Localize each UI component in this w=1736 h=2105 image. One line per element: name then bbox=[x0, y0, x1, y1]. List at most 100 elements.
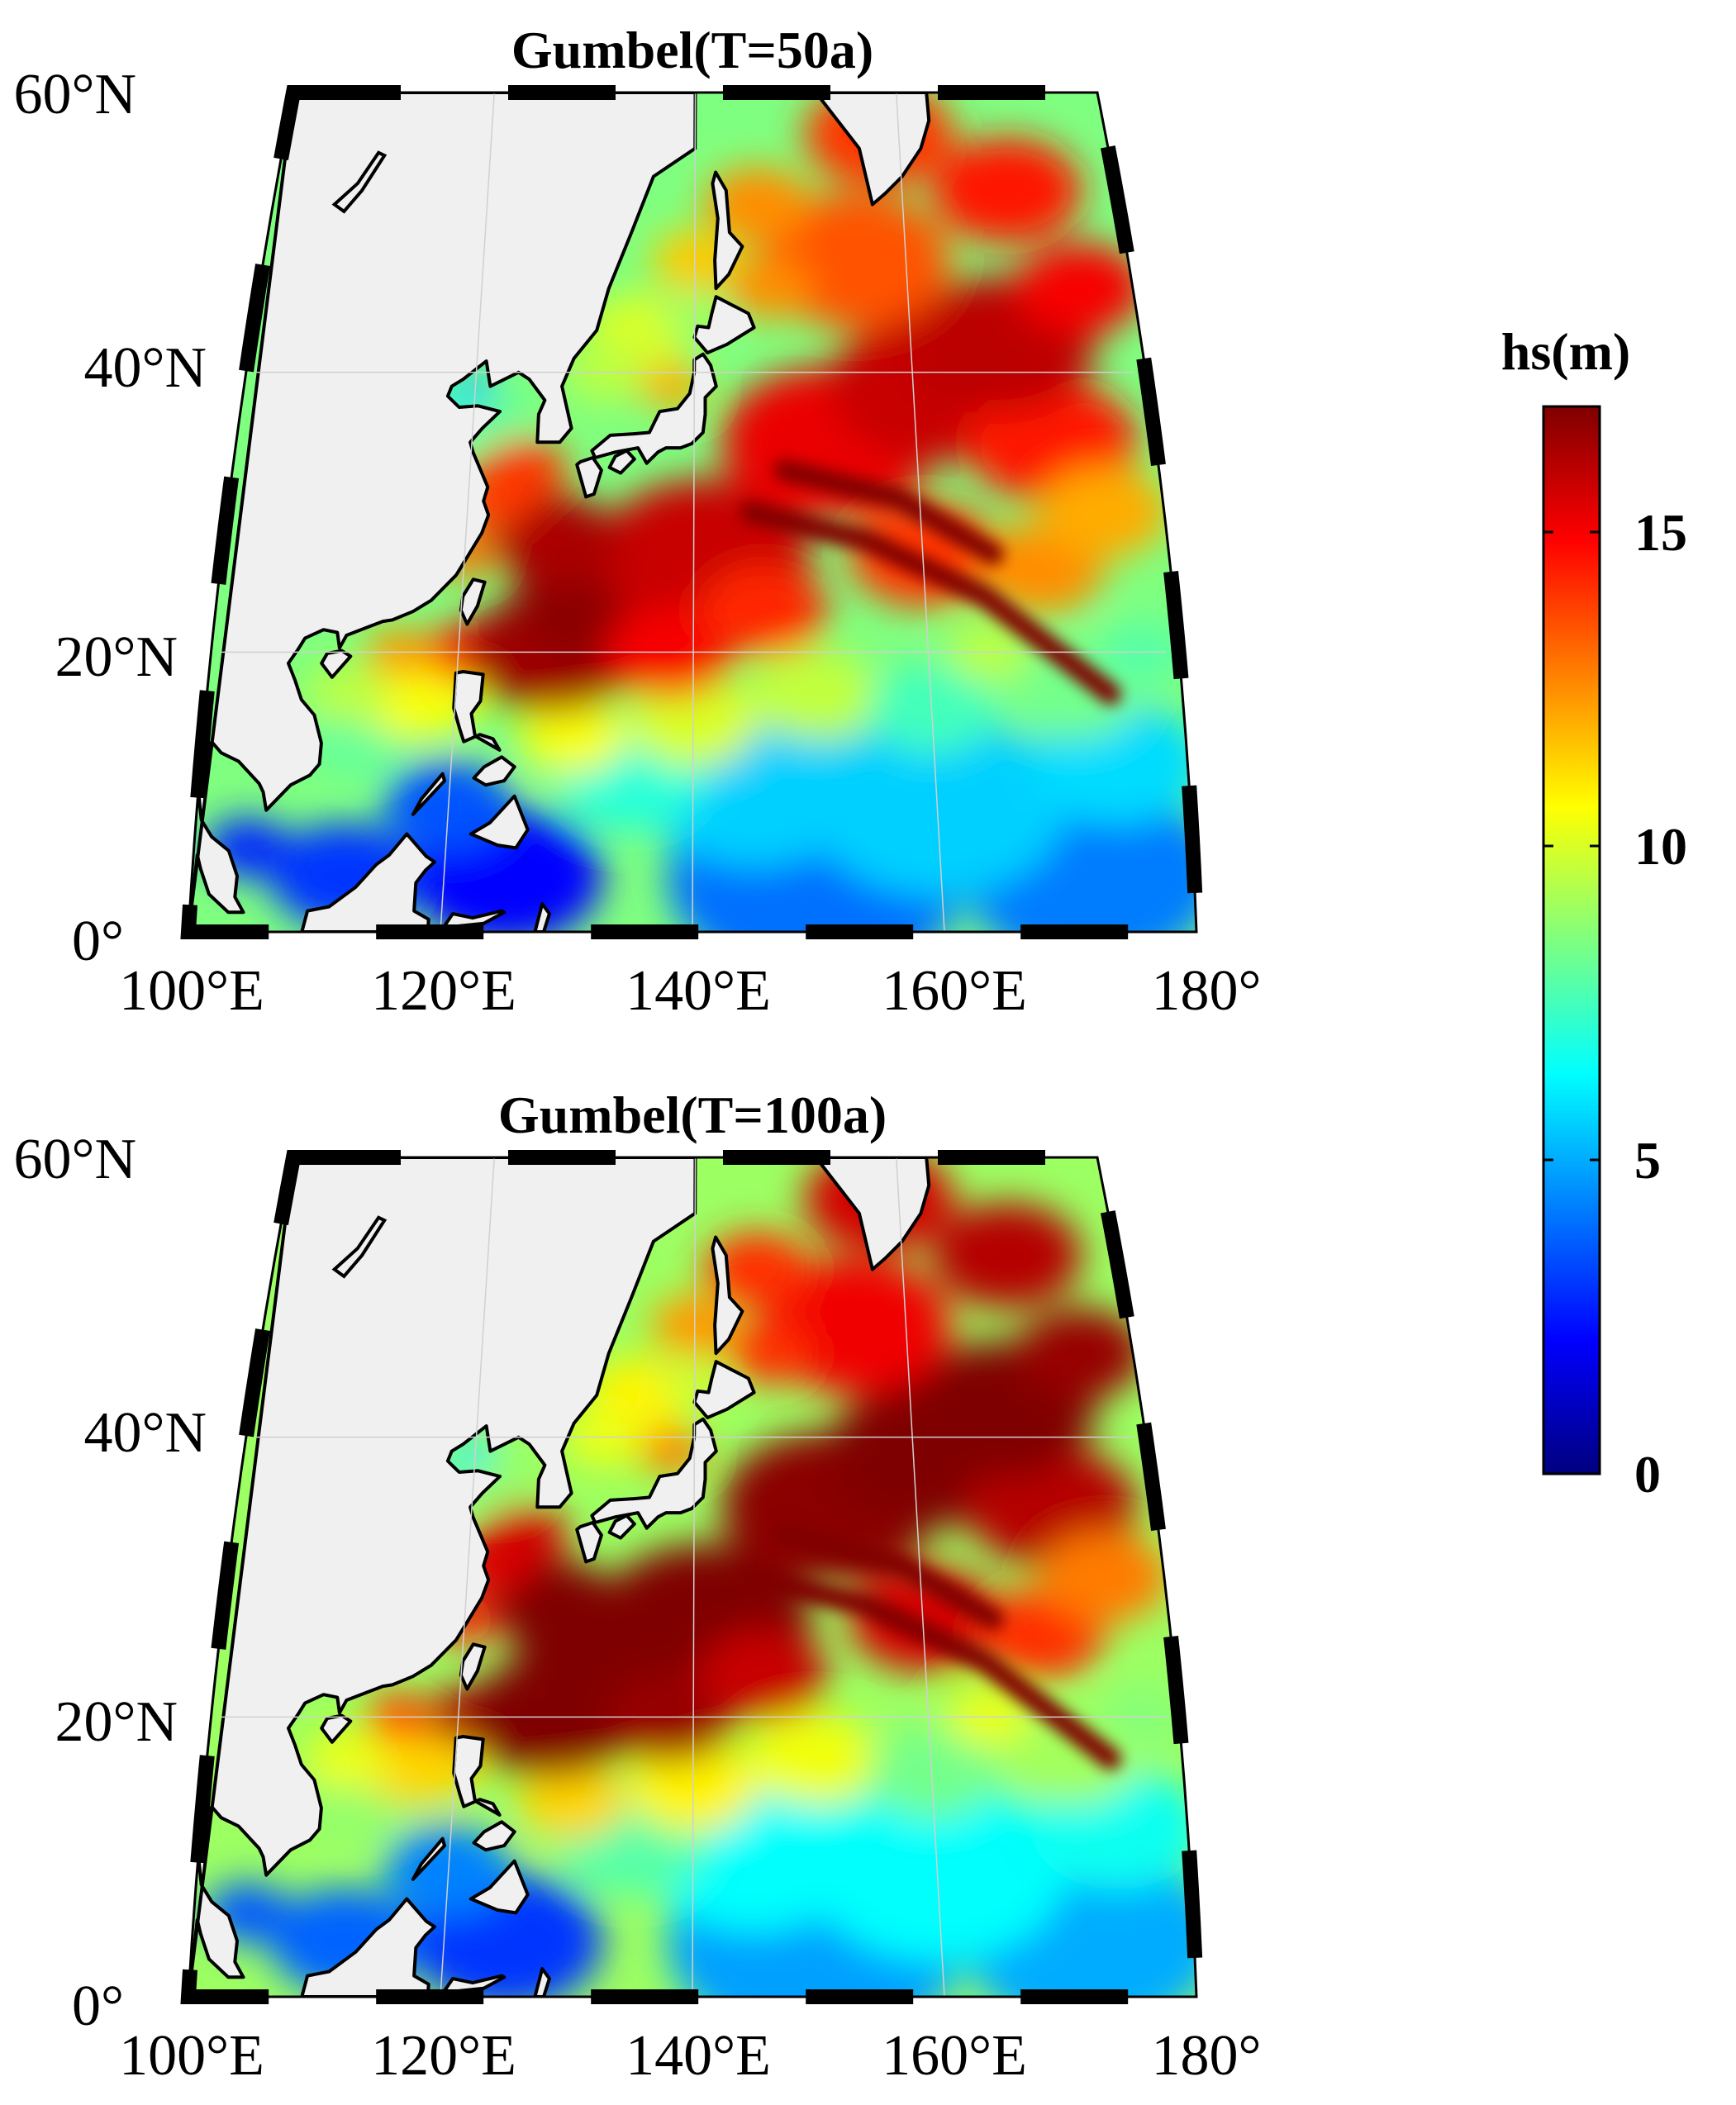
coastline bbox=[452, 1735, 502, 1817]
hs-contour-patch bbox=[492, 1560, 621, 1651]
hs-streak bbox=[773, 1524, 1004, 1630]
map-panel-50a: Gumbel(T=50a) 60°N 40°N 20°N 0° 100°E 12… bbox=[13, 21, 1261, 1023]
colorbar-tick-label: 5 bbox=[1634, 1131, 1661, 1190]
coastline bbox=[411, 1837, 446, 1881]
hs-streak bbox=[773, 459, 1004, 565]
lat-label-0: 0° bbox=[72, 910, 124, 973]
hs-contour-patch bbox=[748, 649, 878, 739]
lat-label-20n: 20°N bbox=[55, 1690, 178, 1754]
coastline bbox=[575, 1521, 603, 1564]
map-area bbox=[188, 1157, 1196, 1997]
coastline bbox=[468, 1859, 530, 1915]
hs-contour-patch bbox=[932, 1202, 1082, 1309]
hs-contour-patch bbox=[748, 1713, 878, 1805]
coastline bbox=[320, 1713, 353, 1744]
lat-label-60n: 60°N bbox=[13, 63, 136, 126]
hs-contour-patch bbox=[304, 663, 391, 725]
coastline bbox=[411, 772, 446, 816]
hs-contour-patch bbox=[1015, 1308, 1145, 1399]
coastline bbox=[459, 1642, 487, 1691]
lon-label-160e: 160°E bbox=[882, 2024, 1027, 2088]
coastline bbox=[692, 295, 756, 354]
graticule bbox=[221, 93, 1166, 932]
coastline bbox=[300, 1897, 436, 1997]
coastline bbox=[692, 1360, 756, 1419]
graticule-lon bbox=[896, 1157, 945, 1997]
hs-contour-patch bbox=[519, 1763, 626, 1839]
lon-label-100e: 100°E bbox=[119, 2024, 264, 2088]
colorbar-tick-label: 0 bbox=[1634, 1445, 1661, 1504]
graticule-lon bbox=[440, 1157, 495, 1997]
lake-outline bbox=[331, 150, 388, 214]
coastline bbox=[607, 449, 636, 475]
hs-contour-patch bbox=[1015, 243, 1145, 334]
lat-label-20n: 20°N bbox=[55, 625, 178, 689]
land-mask bbox=[188, 1157, 931, 1997]
hs-contour-patch bbox=[519, 698, 626, 774]
coastline bbox=[472, 1820, 516, 1852]
hs-wave-field bbox=[204, 93, 1196, 932]
lat-label-0: 0° bbox=[72, 1974, 124, 2038]
coastline bbox=[711, 170, 744, 291]
hs-contour-patch bbox=[932, 137, 1082, 244]
map-frame bbox=[180, 85, 1205, 939]
frame-outline bbox=[187, 91, 1198, 934]
hs-contour-patch bbox=[482, 1504, 568, 1566]
coastline bbox=[459, 577, 487, 626]
coastline bbox=[472, 755, 516, 787]
hs-contour-patch bbox=[704, 166, 811, 243]
hs-contour-patch bbox=[699, 564, 828, 656]
coastline bbox=[533, 902, 551, 932]
colorbar-tick-label: 15 bbox=[1634, 503, 1687, 562]
lon-label-160e: 160°E bbox=[882, 959, 1027, 1023]
coastline bbox=[711, 1235, 744, 1356]
colorbar-ticks: 0 5 10 15 bbox=[1543, 503, 1687, 1504]
panel-title: Gumbel(T=100a) bbox=[498, 1086, 887, 1144]
hs-wave-field bbox=[204, 1157, 1196, 1997]
hs-contour-patch bbox=[726, 1323, 813, 1384]
hs-contour-patch bbox=[304, 1728, 391, 1789]
hs-streak bbox=[740, 1566, 1122, 1770]
hs-streak bbox=[740, 501, 1122, 706]
lon-label-120e: 120°E bbox=[371, 959, 516, 1023]
hs-contour-patch bbox=[1011, 1713, 1139, 1805]
lon-label-180: 180° bbox=[1152, 959, 1262, 1023]
graticule-lon bbox=[692, 1157, 697, 1997]
hs-contour-patch bbox=[704, 1231, 811, 1308]
coastline bbox=[575, 456, 603, 499]
colorbar-ramp bbox=[1542, 405, 1601, 1475]
lon-label-100e: 100°E bbox=[119, 959, 264, 1023]
graticule-lon bbox=[440, 93, 495, 932]
colorbar-title: hs(m) bbox=[1501, 322, 1630, 381]
lat-label-60n: 60°N bbox=[13, 1128, 136, 1191]
hs-contour-patch bbox=[482, 440, 568, 501]
hs-contour-patch bbox=[726, 258, 813, 319]
panel-title: Gumbel(T=50a) bbox=[511, 21, 873, 79]
hs-contour-patch bbox=[1039, 1532, 1168, 1623]
coastline bbox=[320, 649, 353, 679]
colorbar: hs(m) 0 5 10 15 bbox=[1501, 322, 1687, 1504]
graticule-lon bbox=[692, 93, 697, 932]
map-panel-100a: Gumbel(T=100a) 60°N 40°N 20°N 0° 100°E 1… bbox=[13, 1086, 1261, 2088]
lat-label-40n: 40°N bbox=[83, 1401, 207, 1465]
coastline bbox=[533, 1967, 551, 1997]
lake-outline bbox=[331, 1215, 388, 1279]
graticule-lon bbox=[896, 93, 945, 932]
map-frame bbox=[180, 1150, 1205, 2004]
graticule bbox=[221, 1157, 1166, 1997]
lon-label-120e: 120°E bbox=[371, 2024, 516, 2088]
lat-label-40n: 40°N bbox=[83, 336, 207, 400]
frame-outline bbox=[187, 1156, 1198, 1998]
hs-contour-patch bbox=[868, 663, 997, 753]
hs-contour-patch bbox=[1039, 467, 1168, 558]
map-area bbox=[188, 93, 1196, 932]
coastline bbox=[300, 832, 436, 932]
hs-contour-patch bbox=[1011, 649, 1139, 739]
land-mask bbox=[188, 93, 931, 932]
colorbar-tick-label: 10 bbox=[1634, 817, 1687, 876]
lon-label-180: 180° bbox=[1152, 2024, 1262, 2088]
lon-label-140e: 140°E bbox=[625, 959, 771, 1023]
lon-label-140e: 140°E bbox=[625, 2024, 771, 2088]
hs-contour-patch bbox=[868, 1727, 997, 1819]
